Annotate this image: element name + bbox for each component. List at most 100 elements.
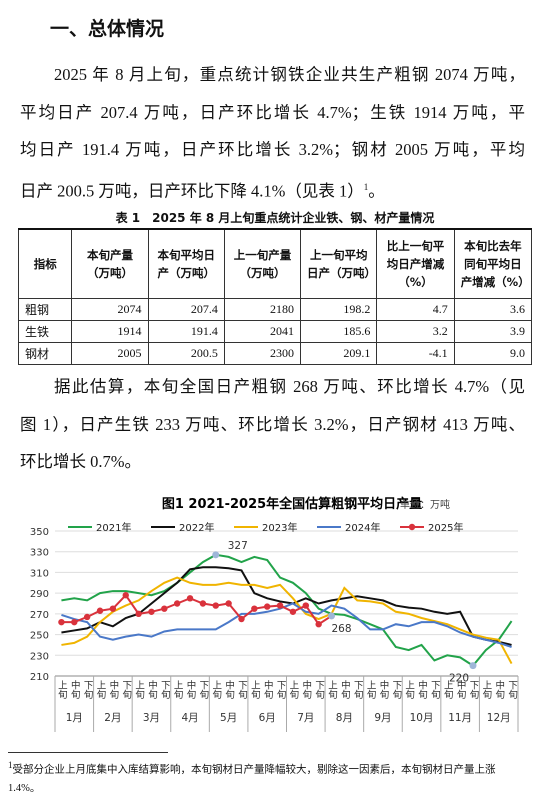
legend-label: 2022年 — [179, 521, 214, 534]
header-cell: 上一旬平均日产（万吨） — [299, 228, 378, 299]
header-cell: 本旬产量（万吨） — [71, 228, 149, 299]
x-tick-label: 中旬 — [493, 679, 505, 700]
chart: 图1 2021-2025年全国估算粗钢平均日产量 单位：万吨 210 230 250… — [30, 496, 519, 732]
y-tick-label: 350 — [30, 527, 49, 538]
x-tick-label: 上旬 — [480, 680, 492, 700]
x-tick-label: 中旬 — [300, 679, 312, 700]
point — [109, 605, 117, 612]
table-body: 粗钢 2074 207.4 2180 198.2 4.7 3.6 生铁 1914 191.4 204… — [17, 298, 533, 365]
point — [122, 592, 129, 599]
annotation: 220 — [449, 673, 469, 685]
annotation: 268 — [332, 623, 352, 635]
x-tick-label: 下旬 — [82, 680, 94, 700]
header-row: 指标 本旬产量（万吨） 本旬平均日产（万吨） 上一旬产量（万吨） 上一旬平均日产（万吨）… — [17, 228, 533, 299]
point — [276, 602, 284, 609]
x-tick-label: 下旬 — [120, 680, 132, 700]
table-cell: 2041 — [223, 320, 302, 343]
legend-label: 2024年 — [345, 521, 380, 534]
text-line: 2025 年 8 月上旬，重点统计钢铁企业共生产粗钢 2074 万吨， — [54, 65, 525, 84]
point — [302, 602, 309, 609]
y-tick-label: 230 — [30, 651, 49, 662]
header-cell: 比上一旬平均日产增减（%） — [376, 228, 455, 299]
table-cell: 3.9 — [453, 320, 533, 343]
x-tick-label: 中旬 — [69, 679, 81, 700]
month-label: 12月 — [487, 712, 511, 724]
x-tick-label: 下旬 — [467, 680, 479, 700]
legend-label: 2025年 — [428, 521, 463, 534]
table-row: 钢材 2005 200.5 2300 209.1 -4.1 9.0 — [17, 342, 533, 365]
x-tick-label: 上旬 — [326, 680, 338, 700]
table-cell: 2005 — [71, 342, 149, 365]
x-tick-label: 下旬 — [159, 680, 171, 700]
footnote-ref: 1 — [363, 181, 369, 192]
x-tick-label: 下旬 — [275, 680, 287, 700]
x-tick-label: 下旬 — [236, 680, 248, 700]
x-tick-label: 上旬 — [365, 680, 377, 700]
paragraph: 据此估算，本旬全国日产粗钢 268 万吨、环比增长 4.7%（见 图 1），日产… — [20, 368, 525, 481]
table-cell: 3.6 — [453, 298, 533, 321]
point — [264, 603, 271, 610]
table-cell: 生铁 — [17, 320, 73, 343]
x-tick-label: 中旬 — [339, 679, 351, 700]
series-line — [61, 593, 333, 626]
point — [173, 600, 181, 607]
point — [71, 618, 78, 626]
text: 日产 200.5 万吨，日产环比下降 4.1%（见表 1） — [20, 181, 364, 200]
point — [161, 605, 168, 612]
point — [83, 613, 91, 621]
text-line: 环比增长 0.7%。 — [20, 452, 141, 471]
table-cell: 粗钢 — [17, 298, 73, 321]
x-tick-label: 上旬 — [403, 680, 415, 700]
annotation: 327 — [228, 540, 248, 552]
highlight-point — [328, 612, 336, 620]
x-tick-label: 上旬 — [442, 680, 454, 700]
legend-marker — [408, 523, 416, 531]
table-cell: 209.1 — [299, 342, 378, 365]
x-tick-label: 中旬 — [455, 679, 467, 700]
x-tick-label: 中旬 — [262, 679, 274, 700]
text-line: 图 1），日产生铁 233 万吨、环比增长 3.2%，日产钢材 413 万吨、 — [20, 414, 525, 434]
highlight-point — [212, 551, 220, 559]
text-line: 均日产 191.4 万吨，日产环比增长 3.2%；钢材 2005 万吨，平均 — [20, 140, 525, 159]
text-line: 平均日产 207.4 万吨，日产环比增长 4.7%；生铁 1914 万吨，平 — [20, 102, 525, 122]
y-tick-label: 270 — [30, 610, 49, 621]
point — [238, 615, 245, 623]
series-line — [61, 602, 512, 648]
month-label: 5月 — [220, 712, 237, 724]
highlight-point — [469, 662, 477, 670]
paragraph: 2025 年 8 月上旬，重点统计钢铁企业共生产粗钢 2074 万吨， 平均日产… — [20, 56, 525, 206]
month-label: 11月 — [448, 712, 472, 724]
text-line: 日产 200.5 万吨，日产环比下降 4.1%（见表 1）1。 — [20, 169, 525, 207]
header-cell: 上一旬产量（万吨） — [223, 228, 302, 299]
table-cell: 2180 — [223, 298, 302, 321]
y-tick-label: 250 — [30, 631, 49, 642]
point — [96, 607, 104, 614]
point — [58, 618, 65, 626]
series-line — [61, 553, 513, 667]
table-cell: 200.5 — [147, 342, 225, 365]
x-tick-label: 上旬 — [95, 680, 107, 700]
legend-label: 2023年 — [262, 521, 297, 534]
heading: 一、总体情况 — [50, 18, 165, 40]
text: 。 — [368, 181, 385, 200]
x-tick-label: 下旬 — [390, 680, 402, 700]
month-label: 2月 — [104, 712, 121, 724]
month-label: 7月 — [297, 712, 314, 724]
footnote-rule — [8, 752, 168, 753]
point — [199, 600, 207, 607]
x-tick-label: 下旬 — [313, 680, 325, 700]
y-tick-label: 290 — [30, 589, 49, 600]
x-tick-label: 中旬 — [416, 679, 428, 700]
x-tick-label: 下旬 — [429, 680, 441, 700]
table-cell: 钢材 — [17, 342, 73, 365]
x-tick-label: 上旬 — [210, 680, 222, 700]
point — [135, 610, 142, 618]
table-cell: 2300 — [223, 342, 302, 365]
x-tick-label: 中旬 — [223, 679, 235, 700]
table-row: 粗钢 2074 207.4 2180 198.2 4.7 3.6 — [17, 298, 533, 321]
table-cell: 9.0 — [453, 342, 533, 365]
table-cell: -4.1 — [376, 342, 455, 365]
table-cell: 2074 — [71, 298, 149, 321]
footnote-text: 受部分企业上月底集中入库结算影响，本旬钢材日产量降幅较大，剔除这一因素后，本旬钢… — [8, 764, 496, 794]
